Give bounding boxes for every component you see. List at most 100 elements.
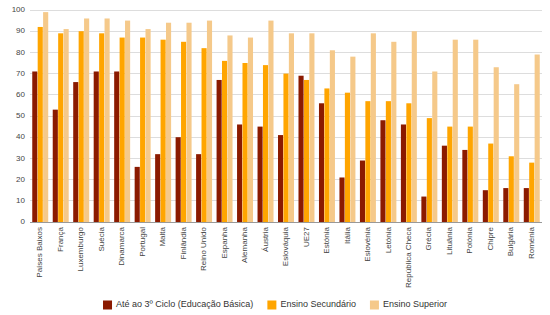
bar [503,188,508,222]
bar [432,71,437,222]
x-tick-label: Finlândia [179,226,188,259]
bar [242,63,247,222]
x-tick-label: Áustria [261,226,270,251]
x-tick-label: Portugal [138,227,147,257]
legend-swatch [267,301,276,310]
bar [427,118,432,222]
bar [258,127,263,222]
legend-item: Ensino Superior [370,299,447,309]
bar [365,101,370,222]
y-grid [30,10,542,222]
bar [283,74,288,222]
grid-line [30,222,542,223]
bar [146,29,151,222]
x-tick-label: Roménia [527,226,536,259]
bar [488,144,493,222]
bar [217,80,222,222]
bar [73,82,78,222]
bar [114,71,119,222]
legend-item: Até ao 3º Ciclo (Educação Básica) [103,299,253,309]
bar [84,18,89,222]
bar [161,40,166,222]
bar [166,23,171,222]
bar [412,31,417,222]
x-tick-label: Malta [158,226,167,246]
bar-series [38,27,535,222]
bar [263,65,268,222]
x-tick-label: Itália [343,226,352,243]
bar [140,38,145,222]
bar [509,156,514,222]
x-tick-label: Bulgária [506,226,515,256]
y-tick-label: 10 [16,196,25,205]
x-tick-label: Suécia [97,226,106,251]
bar [298,76,303,222]
x-tick-label: Países Baixos [35,227,44,278]
bar [202,48,207,222]
bar [120,38,125,222]
legend-label: Ensino Secundário [280,299,356,309]
x-tick-label: Eslovénia [363,226,372,261]
bar [155,154,160,222]
bar [237,124,242,222]
x-tick-label: República Checa [404,226,413,287]
x-tick-label: Reino Unido [199,226,208,271]
bar [401,124,406,222]
bar [186,23,191,222]
chart: 0102030405060708090100Países BaixosFranç… [0,0,550,315]
bar [473,40,478,222]
bar [421,197,426,222]
x-tick-label: Espanha [220,226,229,258]
x-tick-label: Dinamarca [117,226,126,265]
bar [360,161,365,222]
x-tick-label: UE27 [302,226,311,247]
bar [196,154,201,222]
bar [64,29,69,222]
x-tick-label: Luxemburgo [76,226,85,271]
bar [386,101,391,222]
bar [535,55,540,222]
x-tick-label: Lituânia [445,226,454,255]
bar [324,88,329,222]
bar [278,135,283,222]
y-tick-label: 60 [16,90,25,99]
bar [43,12,48,222]
bar [222,61,227,222]
y-tick-labels: 0102030405060708090100 [12,5,26,226]
bar [406,103,411,222]
bar [289,33,294,222]
y-tick-label: 50 [16,111,25,120]
x-tick-label: França [56,226,65,251]
x-tick-label: Alemanha [240,226,249,263]
bar [371,33,376,222]
bar [176,137,181,222]
y-tick-label: 30 [16,154,25,163]
bar [181,42,186,222]
legend-item: Ensino Secundário [267,299,356,309]
bar [304,80,309,222]
bar-series [43,12,540,222]
legend: Até ao 3º Ciclo (Educação Básica) Ensino … [103,299,447,309]
bar [514,84,519,222]
legend-swatch [370,301,379,310]
bar [125,21,130,222]
bar [94,71,99,222]
bar [135,167,140,222]
bar [207,21,212,222]
x-tick-label: Eslováquia [281,226,290,266]
y-tick-label: 0 [21,217,26,226]
y-tick-label: 70 [16,69,25,78]
y-tick-label: 100 [12,5,26,14]
bar [53,110,58,222]
bar [468,127,473,222]
grid-line [30,10,542,11]
bar [345,93,350,222]
bar [529,163,534,222]
bar [319,103,324,222]
x-tick-labels: Países Baixos França Luxemburgo Suécia Dinam… [35,226,536,287]
bar [79,31,84,222]
legend-swatch [103,301,112,310]
x-tick-label: Grécia [424,226,433,250]
bar [227,35,232,222]
bar [339,177,344,222]
